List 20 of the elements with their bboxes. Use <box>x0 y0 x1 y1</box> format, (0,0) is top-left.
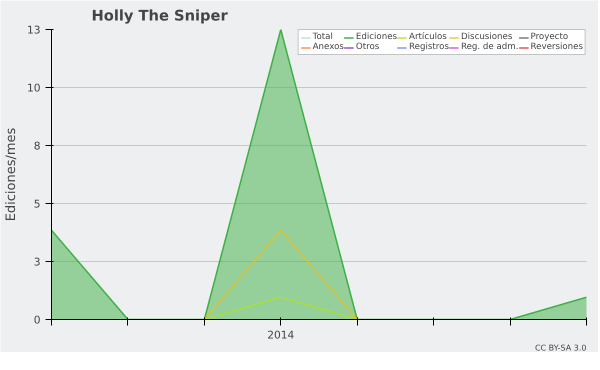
y-tick-label: 5 <box>34 198 40 210</box>
y-tick-label: 10 <box>26 82 41 94</box>
text: CC BY-SA 3.0 <box>534 344 587 352</box>
legend-label: Reversiones <box>530 42 583 52</box>
y-tick-label: 0 <box>34 314 41 326</box>
legend-label: Total <box>312 32 333 42</box>
legend-label: Registros <box>409 42 449 52</box>
y-axis-title: Ediciones/mes <box>4 127 19 222</box>
y-tick-label: 3 <box>34 256 40 268</box>
legend-label: Ediciones <box>356 32 398 42</box>
legend-label: Reg. de adm. <box>460 42 518 52</box>
y-tick-label: 13 <box>26 24 41 36</box>
legend-label: Discusiones <box>460 32 512 42</box>
legend-label: Artículos <box>409 32 447 42</box>
y-tick-label: 8 <box>34 140 41 152</box>
x-tick-label: 2014 <box>267 328 295 342</box>
legend-label: Proyecto <box>530 32 568 42</box>
chart-title: Holly The Sniper <box>92 8 228 24</box>
legend-label: Anexos <box>312 42 344 52</box>
legend-label: Otros <box>356 42 380 52</box>
